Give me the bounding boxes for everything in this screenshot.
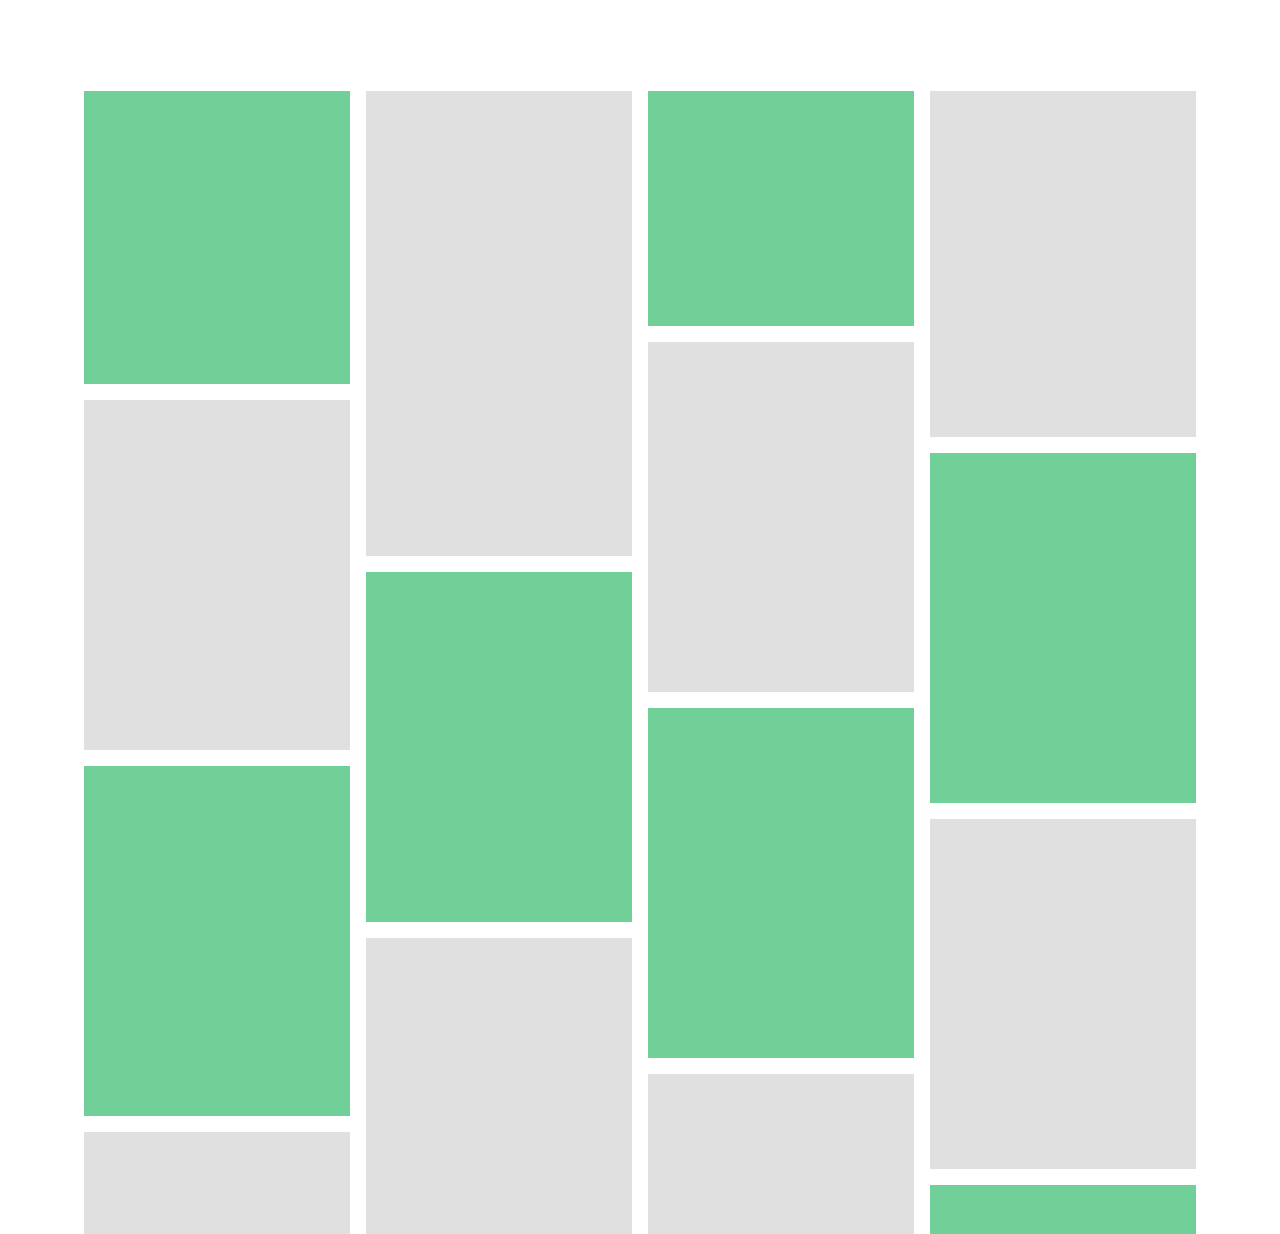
tile-placeholder[interactable] <box>366 91 632 556</box>
tile-placeholder[interactable] <box>84 91 350 384</box>
tile-placeholder[interactable] <box>648 342 914 692</box>
tile-placeholder[interactable] <box>84 400 350 750</box>
masonry-column-1 <box>84 91 350 1234</box>
tile-placeholder[interactable] <box>84 766 350 1116</box>
masonry-grid <box>84 91 1196 1234</box>
tile-placeholder[interactable] <box>84 1132 350 1234</box>
tile-placeholder[interactable] <box>366 938 632 1234</box>
masonry-column-2 <box>366 91 632 1234</box>
tile-placeholder[interactable] <box>930 1185 1196 1234</box>
tile-placeholder[interactable] <box>930 819 1196 1169</box>
tile-placeholder[interactable] <box>930 91 1196 437</box>
tile-placeholder[interactable] <box>648 1074 914 1234</box>
tile-placeholder[interactable] <box>366 572 632 922</box>
tile-placeholder[interactable] <box>648 708 914 1058</box>
masonry-column-3 <box>648 91 914 1234</box>
tile-placeholder[interactable] <box>648 91 914 326</box>
tile-placeholder[interactable] <box>930 453 1196 803</box>
masonry-column-4 <box>930 91 1196 1234</box>
